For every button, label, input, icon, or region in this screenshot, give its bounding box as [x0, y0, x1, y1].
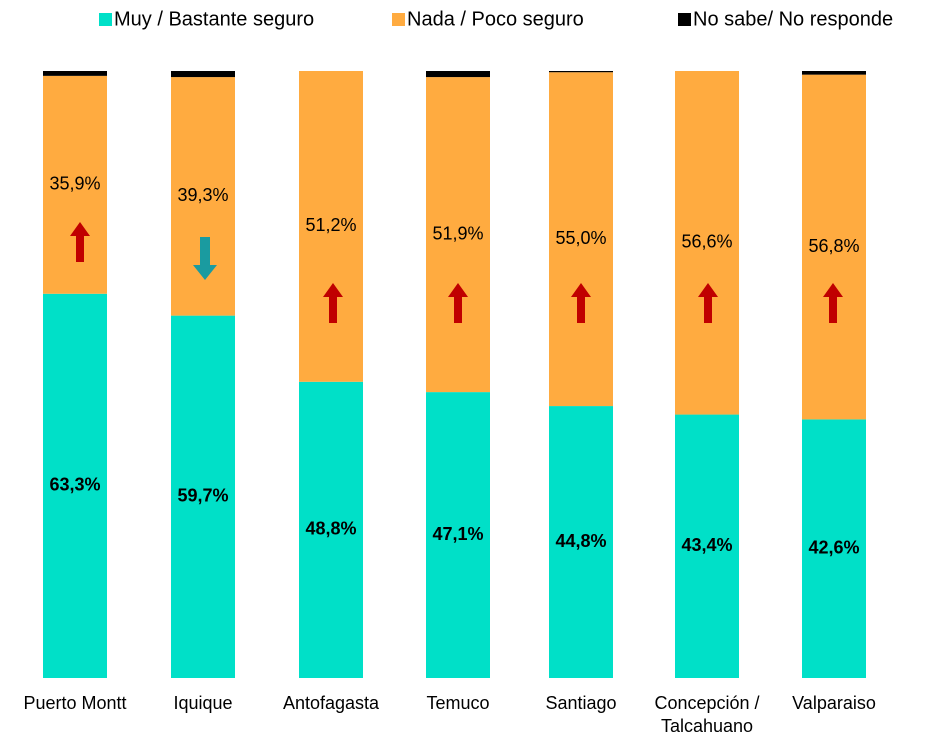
x-tick-label: Antofagasta [283, 693, 380, 713]
bar-segment [675, 71, 739, 415]
bar-segment [171, 71, 235, 78]
up-arrow [70, 222, 90, 262]
bar-segment [675, 414, 739, 678]
legend-swatch [99, 13, 112, 26]
up-arrow [823, 283, 843, 323]
bar-segment [299, 381, 363, 678]
bar-segment [549, 406, 613, 678]
x-tick-label-line: Concepción / [654, 693, 759, 713]
legend-label: No sabe/ No responde [693, 8, 893, 30]
value-label: 47,1% [432, 524, 483, 544]
legend-label: Nada / Poco seguro [407, 8, 584, 30]
value-label: 42,6% [808, 537, 859, 557]
legend-swatch [678, 13, 691, 26]
value-label: 35,9% [49, 174, 100, 194]
bar-segment [802, 74, 866, 420]
value-label: 51,9% [432, 223, 483, 243]
x-tick-label: Iquique [173, 693, 232, 713]
bar-segment [299, 71, 363, 382]
bar-segment [426, 392, 490, 678]
value-label: 44,8% [555, 531, 606, 551]
bar-segment [171, 315, 235, 678]
value-label: 63,3% [49, 475, 100, 495]
bar-segment [426, 71, 490, 78]
up-arrow [571, 283, 591, 323]
value-label: 56,6% [681, 232, 732, 252]
bar-segment [549, 72, 613, 407]
bar-segment [43, 293, 107, 678]
bar-segment [43, 75, 107, 294]
value-label: 39,3% [177, 185, 228, 205]
x-tick-label: Valparaiso [792, 693, 876, 713]
up-arrow [448, 283, 468, 323]
value-label: 55,0% [555, 228, 606, 248]
x-tick-label: Puerto Montt [23, 693, 126, 713]
x-tick-label: Santiago [545, 693, 616, 713]
bar-segment [802, 419, 866, 678]
legend-label: Muy / Bastante seguro [114, 8, 314, 30]
bar-segment [549, 71, 613, 73]
x-tick-label-line: Talcahuano [661, 716, 753, 736]
value-label: 56,8% [808, 236, 859, 256]
bar-segment [43, 71, 107, 76]
bar-segment [426, 77, 490, 393]
x-tick-label: Concepción / Talcahuano [654, 693, 759, 736]
bar-segment [802, 71, 866, 75]
up-arrow [698, 283, 718, 323]
x-tick-label: Temuco [426, 693, 489, 713]
value-label: 48,8% [305, 519, 356, 539]
legend-swatch [392, 13, 405, 26]
value-label: 51,2% [305, 215, 356, 235]
value-label: 59,7% [177, 486, 228, 506]
value-label: 43,4% [681, 535, 732, 555]
up-arrow [323, 283, 343, 323]
arrows [70, 222, 843, 323]
down-arrow [193, 237, 217, 280]
